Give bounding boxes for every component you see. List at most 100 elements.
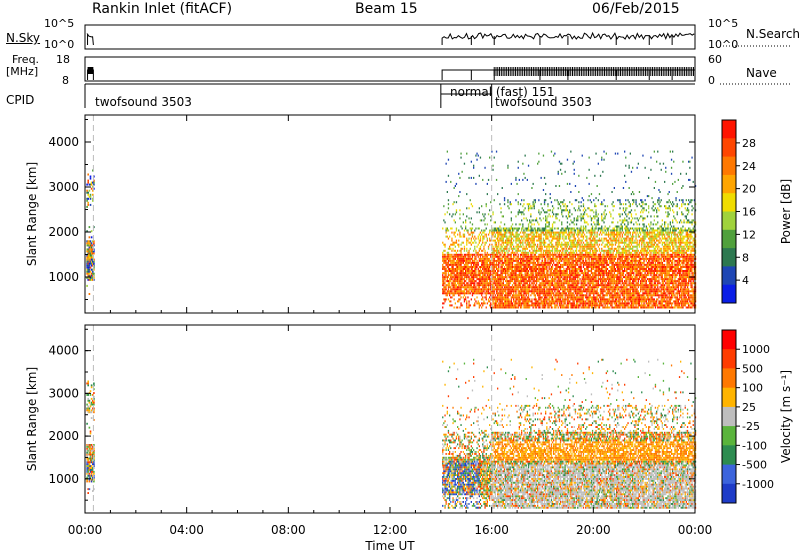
heatmap-cell-0-1436 — [495, 231, 498, 234]
heatmap-cell-0-4165 — [583, 263, 586, 266]
heatmap-cell-0-2300 — [524, 251, 526, 254]
heatmap-cell-0-3666 — [567, 215, 570, 218]
heatmap-cell-0-2575 — [533, 276, 535, 279]
heatmap-cell-0-4261 — [587, 272, 589, 275]
heatmap-cell-0-1115 — [483, 215, 485, 218]
heatmap-cell-0-3117 — [550, 270, 553, 272]
heatmap-cell-0-1831 — [509, 280, 511, 283]
heatmap-cell-0-998 — [478, 241, 480, 244]
heatmap-cell-0-432 — [453, 201, 455, 204]
heatmap-cell-0-2096 — [517, 193, 519, 196]
heatmap-cell-0-4569 — [596, 259, 598, 262]
heatmap-cell-0-4367 — [590, 272, 593, 275]
heatmap-cell-0-4341 — [589, 245, 591, 248]
heatmap-cell-0-1793 — [508, 294, 510, 297]
heatmap-cell-0-1780 — [507, 239, 509, 242]
heatmap-cell-0-2847 — [542, 286, 545, 289]
heatmap-cell-0-390 — [452, 272, 454, 275]
heatmap-cell-0-1688 — [505, 296, 507, 299]
heatmap-cell-0-1068 — [482, 278, 484, 281]
heatmap-cell-0-4362 — [590, 286, 593, 289]
heatmap-cell-0-4448 — [593, 272, 595, 275]
heatmap-cell-0-12 — [86, 250, 88, 253]
heatmap-cell-0-3134 — [550, 201, 553, 204]
heatmap-cell-0-1230 — [489, 288, 491, 291]
heatmap-cell-0-277 — [446, 227, 448, 230]
heatmap-cell-0-3362 — [558, 266, 561, 268]
heatmap-cell-0-1949 — [513, 251, 515, 254]
heatmap-cell-0-1380 — [494, 296, 496, 299]
heatmap-cell-0-1837 — [509, 266, 511, 268]
heatmap-cell-0-3510 — [563, 259, 565, 262]
heatmap-cell-0-2104 — [518, 294, 520, 297]
heatmap-cell-0-441 — [454, 280, 456, 283]
heatmap-cell-0-1704 — [505, 257, 507, 260]
heatmap-cell-0-423 — [453, 257, 455, 260]
heatmap-cell-0-4196 — [585, 268, 587, 270]
heatmap-cell-0-932 — [475, 182, 477, 185]
heatmap-cell-0-3992 — [578, 241, 580, 244]
heatmap-cell-0-1651 — [503, 298, 506, 301]
heatmap-cell-0-358 — [451, 292, 453, 295]
heatmap-cell-0-4162 — [583, 272, 586, 275]
heatmap-cell-0-351 — [450, 253, 452, 256]
heatmap-cell-0-3190 — [553, 257, 555, 260]
heatmap-cell-0-4177 — [583, 213, 586, 216]
heatmap-cell-0-4438 — [593, 292, 595, 295]
heatmap-cell-0-357 — [451, 296, 453, 299]
heatmap-cell-0-491 — [457, 290, 459, 293]
heatmap-cell-0-3802 — [572, 263, 574, 266]
heatmap-cell-0-1786 — [507, 166, 509, 169]
heatmap-cell-0-252 — [445, 257, 447, 260]
heatmap-cell-0-1929 — [513, 304, 515, 307]
heatmap-cell-0-593 — [460, 255, 462, 258]
heatmap-cell-0-773 — [468, 253, 470, 256]
heatmap-cell-0-3638 — [567, 296, 570, 299]
heatmap-cell-0-3559 — [565, 306, 567, 309]
heatmap-cell-0-3744 — [570, 150, 572, 153]
heatmap-cell-0-1811 — [508, 249, 510, 252]
heatmap-cell-0-3578 — [565, 253, 567, 256]
heatmap-cell-0-4115 — [582, 288, 585, 291]
heatmap-cell-0-3380 — [558, 160, 561, 163]
heatmap-cell-0-1642 — [502, 235, 504, 238]
heatmap-cell-0-72 — [88, 236, 91, 239]
heatmap-cell-0-2522 — [531, 223, 533, 226]
heatmap-cell-0-1059 — [482, 298, 484, 301]
heatmap-cell-0-4626 — [598, 274, 601, 277]
heatmap-cell-0-3576 — [565, 257, 567, 260]
heatmap-cell-0-1100 — [483, 270, 485, 272]
heatmap-cell-0-4684 — [601, 288, 603, 291]
heatmap-cell-0-3317 — [557, 278, 559, 281]
heatmap-cell-0-2641 — [535, 286, 538, 289]
heatmap-cell-0-3163 — [551, 239, 554, 242]
heatmap-cell-0-3074 — [549, 284, 551, 287]
heatmap-cell-0-3028 — [547, 203, 549, 206]
heatmap-cell-0-532 — [458, 255, 460, 258]
heatmap-cell-0-4808 — [604, 245, 606, 248]
heatmap-cell-0-2409 — [527, 253, 530, 256]
heatmap-cell-0-2472 — [530, 261, 532, 264]
heatmap-cell-0-4020 — [579, 259, 581, 262]
heatmap-cell-0-2931 — [545, 268, 547, 270]
heatmap-cell-0-295 — [447, 263, 450, 266]
heatmap-cell-0-2056 — [517, 306, 519, 309]
heatmap-cell-0-4573 — [596, 243, 598, 246]
heatmap-cell-0-414 — [453, 278, 455, 281]
heatmap-cell-0-2625 — [534, 243, 536, 246]
heatmap-cell-0-1616 — [502, 306, 504, 309]
heatmap-cell-0-3946 — [577, 276, 579, 279]
heatmap-cell-0-1816 — [508, 235, 510, 238]
heatmap-cell-0-165 — [93, 181, 95, 184]
heatmap-cell-0-3000 — [547, 288, 549, 291]
heatmap-cell-0-2695 — [537, 162, 539, 165]
heatmap-cell-0-460 — [455, 306, 458, 309]
heatmap-cell-0-1734 — [506, 268, 508, 270]
heatmap-cell-0-4241 — [586, 237, 588, 240]
heatmap-cell-0-2242 — [523, 298, 525, 301]
heatmap-cell-0-3889 — [574, 237, 577, 240]
heatmap-cell-0-3865 — [574, 292, 577, 295]
heatmap-cell-0-1223 — [487, 233, 490, 236]
heatmap-cell-0-2117 — [518, 263, 520, 266]
heatmap-cell-0-3517 — [563, 233, 565, 236]
